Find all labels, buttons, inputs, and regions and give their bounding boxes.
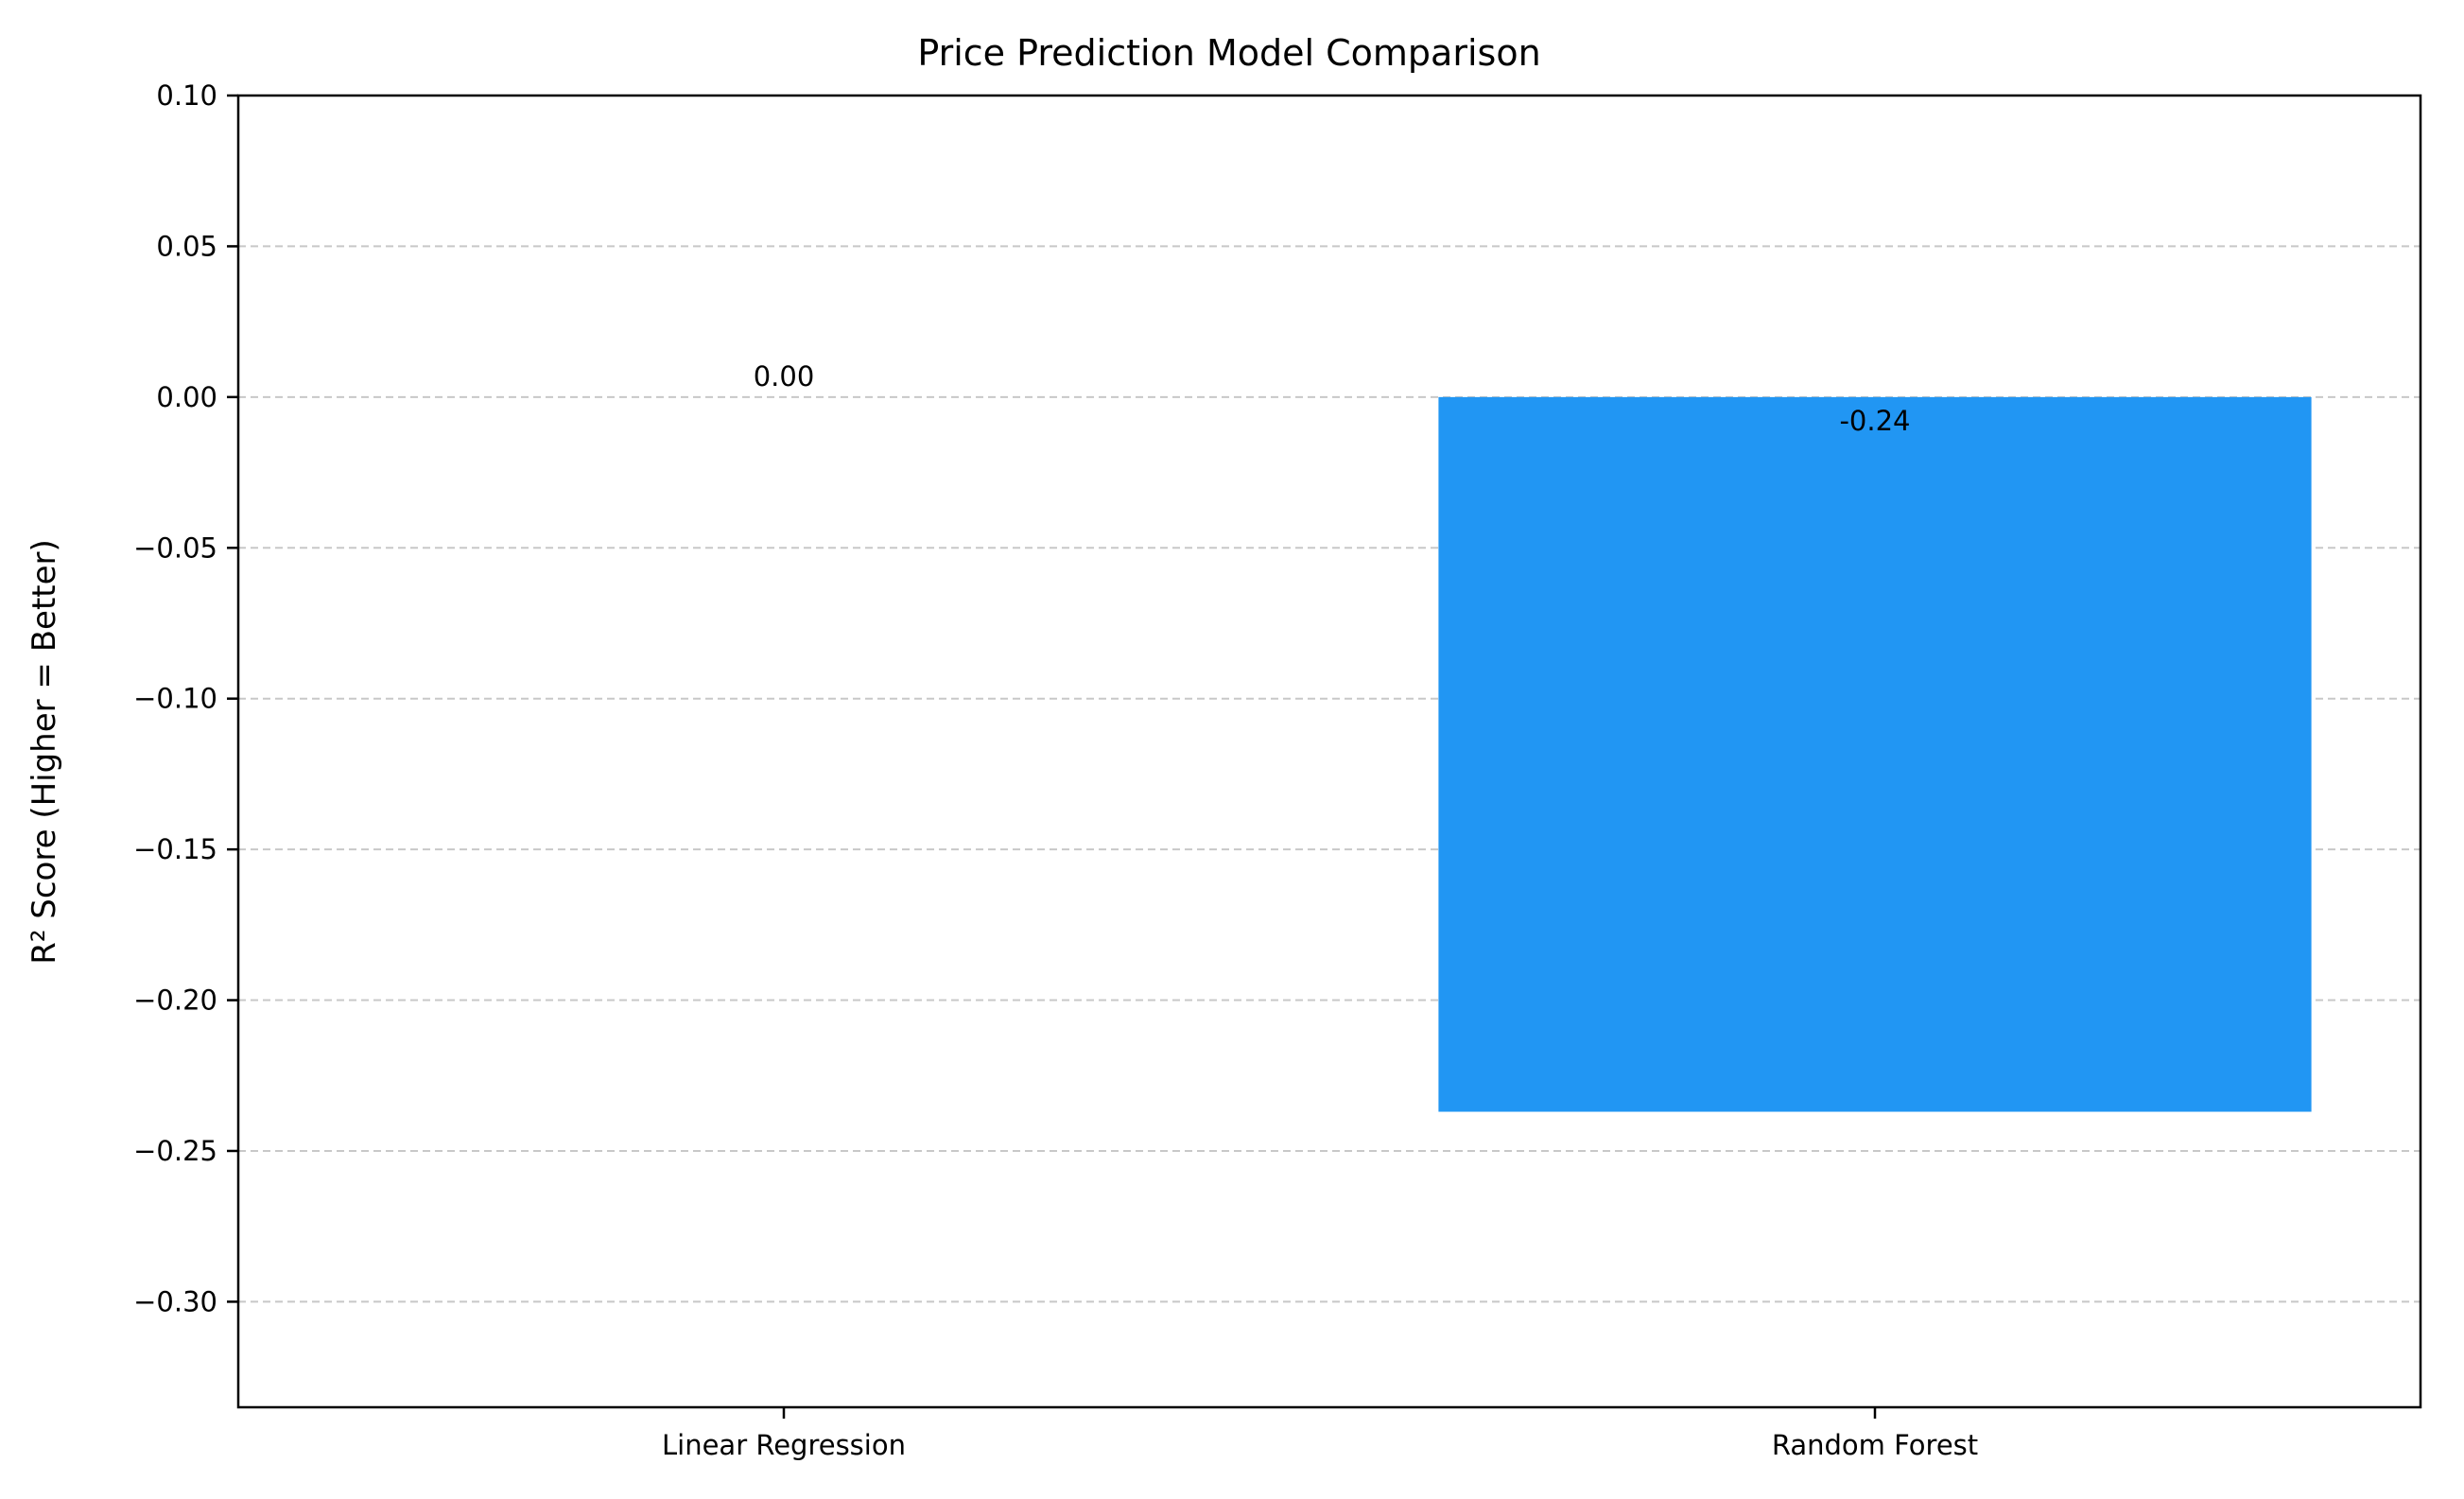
y-tick-label: −0.05 [133, 532, 217, 564]
y-tick-label: 0.05 [156, 230, 217, 262]
y-tick-label: −0.15 [133, 833, 217, 865]
bar [1438, 396, 2312, 1112]
y-tick-label: −0.10 [133, 683, 217, 715]
data-label: -0.24 [1839, 405, 1910, 437]
y-tick-label: −0.30 [133, 1285, 217, 1317]
chart-title: Price Prediction Model Comparison [917, 32, 1540, 74]
data-label: 0.00 [754, 360, 815, 392]
bars [1438, 396, 2312, 1112]
plot-frame [236, 94, 2422, 1409]
y-tick-label: −0.25 [133, 1135, 217, 1167]
y-tick-label: 0.10 [156, 79, 217, 112]
x-tick-label: Linear Regression [662, 1429, 906, 1461]
y-tick-label: 0.00 [156, 381, 217, 413]
y-tick-label: −0.20 [133, 985, 217, 1017]
x-tick-label: Random Forest [1772, 1429, 1978, 1461]
data-labels: 0.00 -0.24 [754, 360, 1911, 437]
y-axis-label: R² Score (Higher = Better) [26, 539, 63, 965]
axes: 0.10 0.05 0.00 −0.05 −0.10 −0.15 −0.20 −0.25 −0.… [133, 79, 2422, 1461]
